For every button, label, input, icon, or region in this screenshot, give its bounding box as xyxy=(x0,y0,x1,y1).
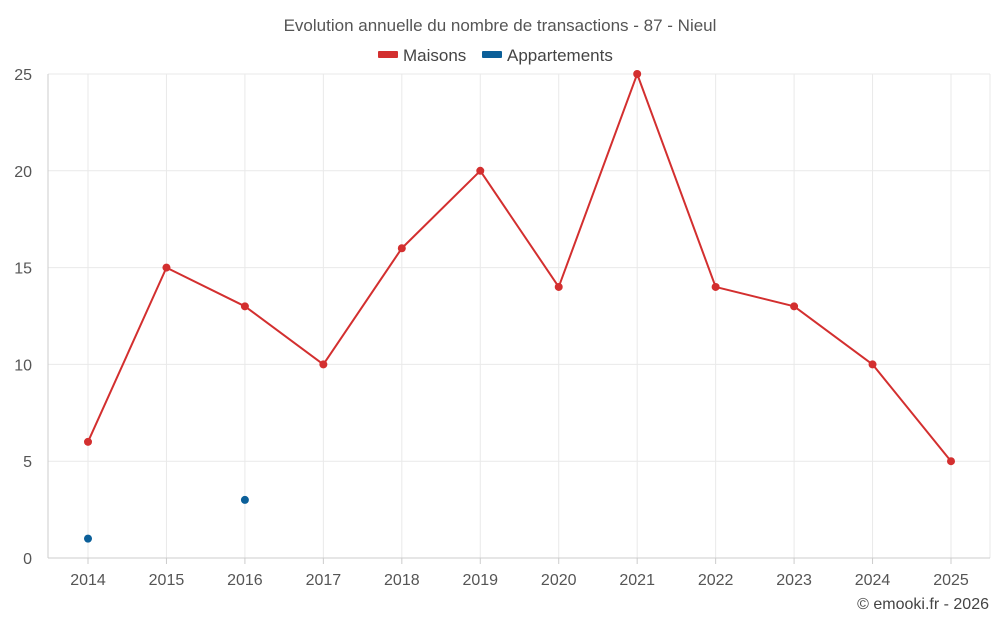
y-tick-label: 20 xyxy=(14,164,32,181)
y-axis-ticks: 0 5 10 15 20 25 xyxy=(14,67,32,568)
x-tick-label: 2018 xyxy=(384,572,420,589)
x-tick-label: 2016 xyxy=(227,572,263,589)
legend: Maisons Appartements xyxy=(378,46,613,65)
data-point-maisons[interactable] xyxy=(240,302,249,311)
legend-swatch-maisons xyxy=(378,51,398,58)
data-point-maisons[interactable] xyxy=(711,282,720,291)
data-point-maisons[interactable] xyxy=(162,263,171,272)
data-point-maisons[interactable] xyxy=(790,302,799,311)
data-point-maisons[interactable] xyxy=(633,70,642,78)
x-tick-label: 2023 xyxy=(776,572,812,589)
y-tick-label: 10 xyxy=(14,357,32,374)
y-tick-label: 15 xyxy=(14,261,32,278)
chart-title: Evolution annuelle du nombre de transact… xyxy=(284,16,717,35)
data-point-appartements[interactable] xyxy=(240,495,249,504)
data-point-maisons[interactable] xyxy=(476,166,485,175)
series xyxy=(84,70,955,543)
legend-label-maisons[interactable]: Maisons xyxy=(403,46,466,65)
x-axis-ticks: 2014 2015 2016 2017 2018 2019 2020 2021 2022 2023… xyxy=(70,558,969,589)
x-tick-label: 2017 xyxy=(306,572,342,589)
x-tick-label: 2024 xyxy=(855,572,891,589)
x-tick-label: 2014 xyxy=(70,572,106,589)
axes xyxy=(47,74,990,559)
data-point-maisons[interactable] xyxy=(868,360,877,369)
y-tick-label: 5 xyxy=(23,454,32,471)
series-line-maisons xyxy=(87,73,952,462)
data-point-maisons[interactable] xyxy=(554,282,563,291)
x-tick-label: 2025 xyxy=(933,572,969,589)
x-tick-label: 2019 xyxy=(462,572,498,589)
series-maisons xyxy=(84,70,955,466)
x-tick-label: 2015 xyxy=(149,572,185,589)
data-point-maisons[interactable] xyxy=(319,360,328,369)
x-tick-label: 2020 xyxy=(541,572,577,589)
legend-label-appartements[interactable]: Appartements xyxy=(507,46,613,65)
data-point-maisons[interactable] xyxy=(947,457,955,466)
y-tick-label: 0 xyxy=(23,551,32,568)
series-appartements xyxy=(84,495,249,543)
grid xyxy=(48,73,991,558)
y-tick-label: 25 xyxy=(14,67,32,84)
x-tick-label: 2021 xyxy=(619,572,655,589)
data-point-appartements[interactable] xyxy=(84,534,92,543)
data-point-maisons[interactable] xyxy=(84,437,92,446)
credit-text: © emooki.fr - 2026 xyxy=(857,596,989,613)
data-point-maisons[interactable] xyxy=(397,244,406,253)
x-tick-label: 2022 xyxy=(698,572,734,589)
legend-swatch-appartements xyxy=(482,51,502,58)
